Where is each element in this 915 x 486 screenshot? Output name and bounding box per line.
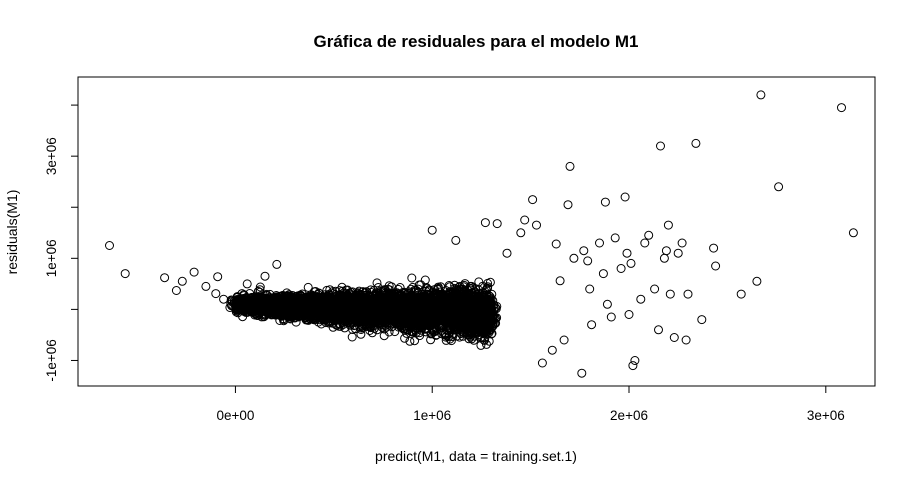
data-point [484, 336, 494, 346]
data-points [105, 90, 858, 378]
y-tick-label: 1e+06 [44, 239, 59, 277]
data-point [367, 328, 377, 338]
data-point [372, 278, 382, 288]
x-tick-label: 3e+06 [807, 408, 845, 423]
data-point [469, 335, 479, 345]
y-axis: -1e+06 1e+06 3e+06 [44, 104, 79, 382]
data-point [405, 336, 415, 346]
chart-title: Gráfica de residuales para el modelo M1 [313, 32, 638, 51]
data-point [407, 273, 417, 283]
data-point [354, 286, 364, 296]
y-tick-label: 3e+06 [44, 137, 59, 175]
x-tick-label: 2e+06 [610, 408, 648, 423]
data-point [483, 278, 493, 288]
data-point [400, 333, 410, 343]
data-point [468, 283, 478, 293]
data-point [459, 280, 469, 290]
x-tick-label: 0e+00 [216, 408, 254, 423]
data-point [384, 327, 394, 337]
y-tick-label: -1e+06 [44, 339, 59, 381]
data-point [446, 336, 456, 346]
x-tick-label: 1e+06 [413, 408, 451, 423]
x-axis: 0e+00 1e+06 2e+06 3e+06 [216, 385, 845, 423]
data-point [303, 282, 313, 292]
data-point [395, 283, 405, 292]
data-point [410, 336, 420, 346]
data-point [347, 332, 357, 342]
data-point [356, 329, 366, 339]
data-point [478, 281, 488, 291]
